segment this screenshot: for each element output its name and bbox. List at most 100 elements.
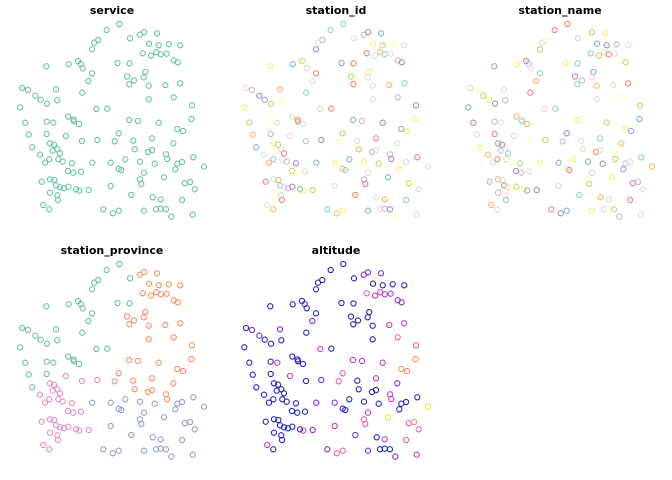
data-point [181,420,188,427]
data-point [145,336,152,343]
data-point [157,51,164,58]
data-point [401,282,408,289]
data-point [338,299,345,307]
data-point [70,169,77,176]
data-point [364,169,372,176]
data-point [349,356,357,364]
data-point [396,166,403,173]
scatter-plot-altitude [241,260,432,460]
data-point [342,166,349,174]
data-point [372,135,380,142]
data-point [596,146,604,154]
data-point [18,324,26,332]
data-point [147,52,155,59]
data-point [339,370,346,377]
data-point [200,403,208,410]
data-point [410,418,418,426]
data-point [68,160,76,167]
data-point [588,74,595,81]
data-point [358,357,366,365]
data-point [396,406,403,413]
data-point [29,384,36,391]
data-point [410,178,418,186]
data-point [526,137,534,145]
data-point [369,280,377,287]
data-point [17,344,24,351]
data-point [241,104,248,111]
data-point [70,358,78,365]
data-point [270,156,277,163]
data-point [115,370,122,377]
data-point [538,39,546,46]
data-point [50,119,57,126]
data-point [551,26,558,34]
data-point [170,380,177,387]
data-point [489,159,497,166]
data-point [36,151,44,158]
data-point [634,178,642,186]
data-point [128,431,135,439]
data-point [145,40,153,47]
data-point [296,426,304,433]
data-point [162,81,169,89]
data-point [130,317,138,324]
data-point [125,116,133,124]
data-point [364,269,372,276]
data-point [412,342,420,349]
data-point [373,194,380,201]
data-point [398,59,405,66]
data-point [339,207,346,214]
data-point [103,26,110,34]
data-point [75,360,83,368]
data-point [62,372,70,380]
data-point [381,51,388,58]
data-point [265,159,273,166]
data-point [148,375,156,382]
data-point [484,151,492,158]
data-point [590,68,597,76]
data-point [170,334,177,341]
data-point [174,125,181,133]
data-point [126,35,134,42]
data-point [364,447,372,454]
data-point [466,84,474,92]
data-point [331,422,338,430]
data-point [500,86,508,93]
data-point [372,146,380,154]
data-point [275,416,282,424]
data-point [309,77,316,85]
data-point [123,313,131,320]
data-point [527,65,534,72]
data-point [473,131,480,138]
data-point [65,301,72,308]
data-point [504,150,512,157]
data-point [360,158,368,165]
data-point [557,210,564,217]
data-point [65,353,72,360]
data-point [340,20,347,28]
data-point [56,150,64,157]
data-point [608,174,616,181]
data-point [43,130,50,138]
data-point [162,446,170,453]
data-point [331,182,338,190]
data-point [168,213,175,220]
data-point [139,290,146,297]
data-point [50,359,57,366]
data-point [536,70,544,77]
data-point [488,201,495,209]
data-point [136,398,144,405]
data-point [301,408,309,415]
data-point [364,409,372,416]
data-point [270,429,278,436]
data-point [88,286,96,293]
data-point [327,26,334,34]
data-point [314,39,322,46]
data-point [541,105,548,113]
data-point [59,398,66,405]
data-point [599,160,606,167]
data-point [140,314,147,321]
data-point [518,169,525,176]
data-point [377,30,385,37]
